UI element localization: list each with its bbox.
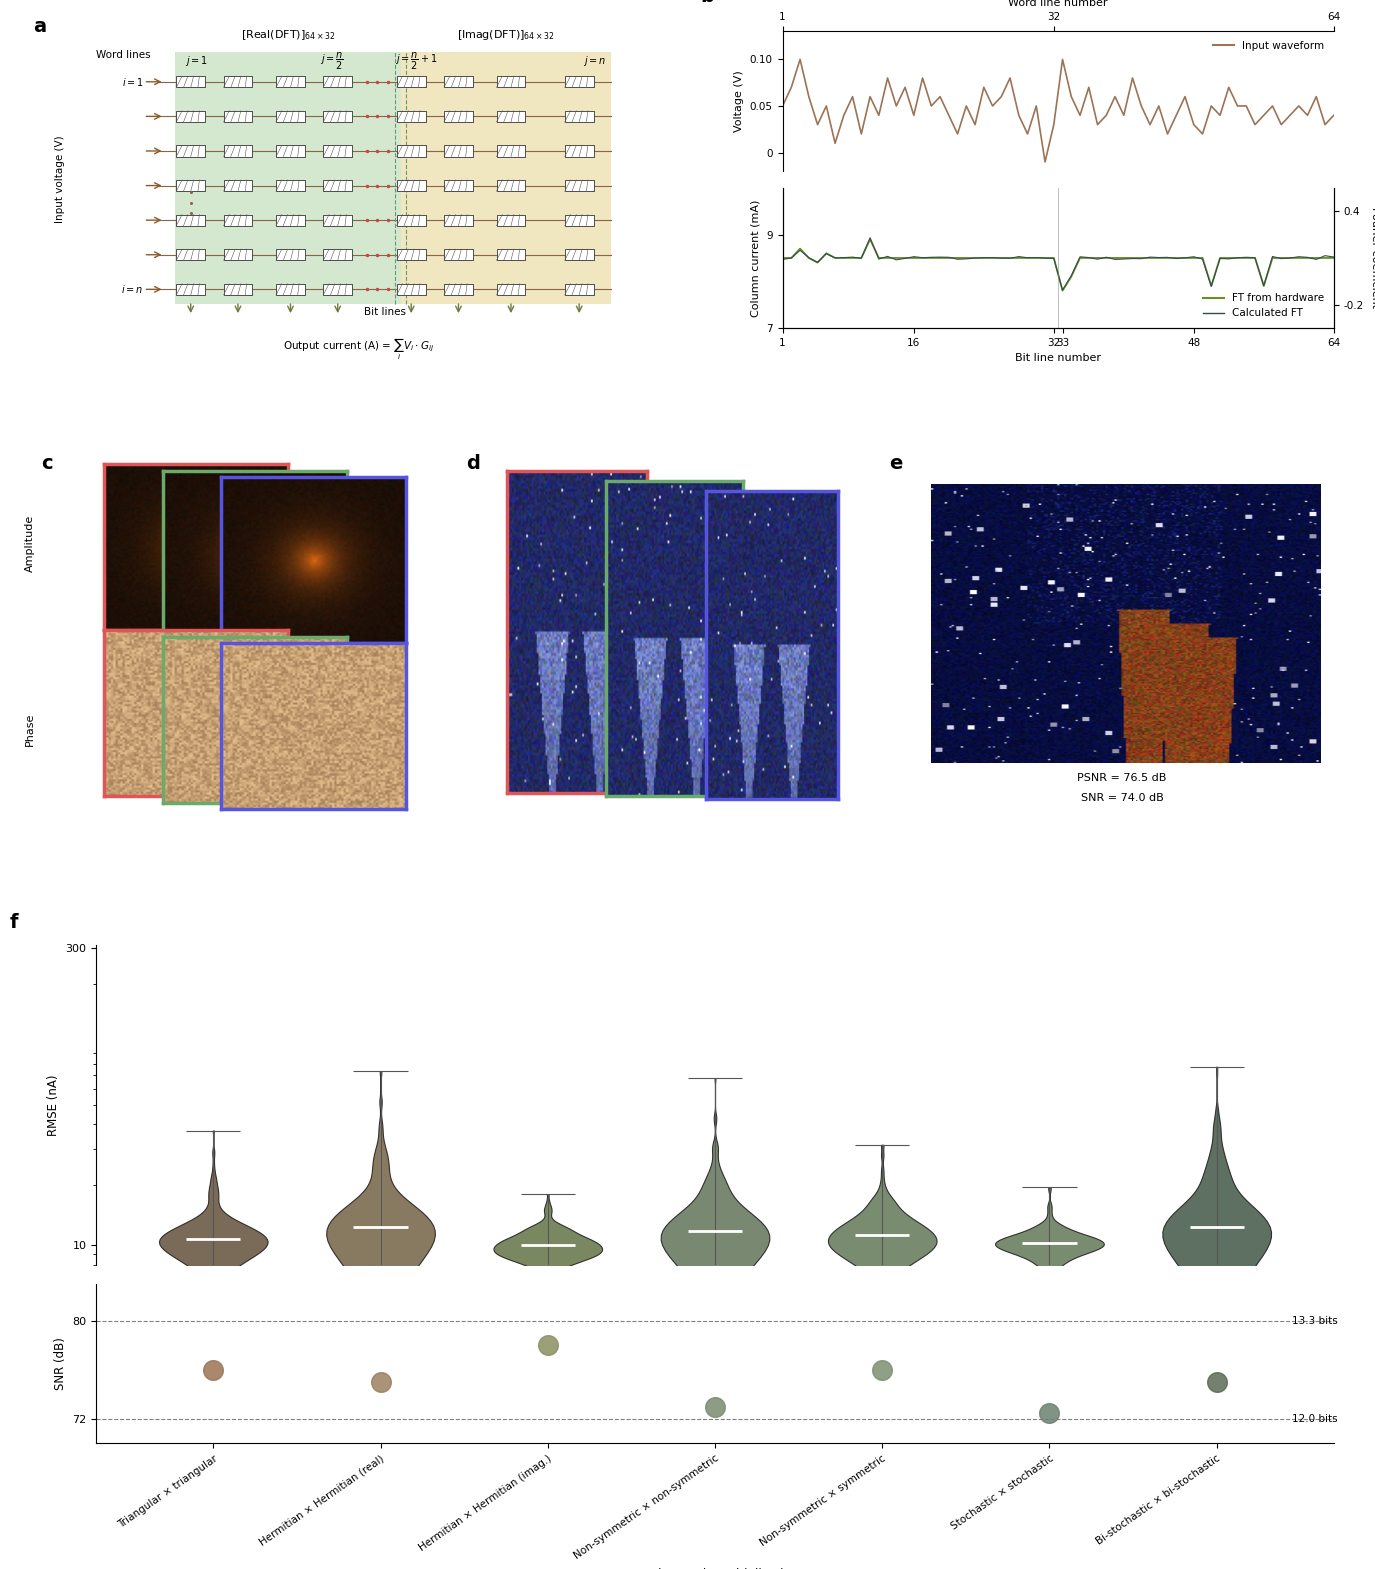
- Bar: [444, 146, 473, 157]
- Text: $j = \dfrac{n}{2}$: $j = \dfrac{n}{2}$: [320, 50, 345, 72]
- Bar: [224, 249, 253, 260]
- Bar: [496, 215, 525, 226]
- Text: $j = \dfrac{n}{2}+1$: $j = \dfrac{n}{2}+1$: [395, 50, 437, 72]
- Legend: FT from hardware, Calculated FT: FT from hardware, Calculated FT: [1199, 289, 1328, 323]
- Bar: [276, 111, 305, 122]
- Text: $i = 1$: $i = 1$: [121, 75, 143, 88]
- Bar: [224, 284, 253, 295]
- Bar: [276, 215, 305, 226]
- Point: [1206, 1370, 1228, 1395]
- Bar: [176, 111, 205, 122]
- Text: Input voltage (V): Input voltage (V): [55, 137, 65, 223]
- Bar: [175, 52, 400, 304]
- Bar: [496, 77, 525, 88]
- Bar: [224, 111, 253, 122]
- Bar: [444, 111, 473, 122]
- Bar: [397, 77, 426, 88]
- Text: Bit lines: Bit lines: [364, 306, 406, 317]
- Bar: [444, 249, 473, 260]
- Bar: [496, 180, 525, 191]
- Bar: [224, 77, 253, 88]
- Bar: [224, 215, 253, 226]
- Text: 13.3 bits: 13.3 bits: [1292, 1316, 1338, 1326]
- Bar: [565, 215, 594, 226]
- Bar: [496, 249, 525, 260]
- Text: SNR = 74.0 dB: SNR = 74.0 dB: [1081, 792, 1163, 803]
- Y-axis label: RMSE (nA): RMSE (nA): [47, 1075, 60, 1136]
- Bar: [276, 249, 305, 260]
- Point: [1038, 1400, 1060, 1425]
- Bar: [176, 77, 205, 88]
- Bar: [176, 284, 205, 295]
- Bar: [444, 284, 473, 295]
- Bar: [444, 180, 473, 191]
- Text: PSNR = 76.5 dB: PSNR = 76.5 dB: [1077, 774, 1166, 783]
- Bar: [565, 284, 594, 295]
- Bar: [224, 146, 253, 157]
- Bar: [323, 77, 352, 88]
- Text: f: f: [10, 913, 18, 932]
- Y-axis label: SNR (dB): SNR (dB): [54, 1337, 67, 1390]
- Point: [872, 1357, 894, 1382]
- Point: [536, 1332, 558, 1357]
- Bar: [224, 180, 253, 191]
- Text: 12.0 bits: 12.0 bits: [1292, 1414, 1338, 1425]
- Text: Word lines: Word lines: [96, 50, 151, 60]
- Bar: [397, 111, 426, 122]
- Bar: [176, 215, 205, 226]
- Text: Output current (A) = $\sum_i V_i \cdot G_{ij}$: Output current (A) = $\sum_i V_i \cdot G…: [283, 337, 434, 362]
- Text: c: c: [41, 453, 52, 472]
- Bar: [565, 146, 594, 157]
- Point: [704, 1395, 726, 1420]
- Bar: [323, 215, 352, 226]
- Bar: [323, 180, 352, 191]
- Bar: [176, 249, 205, 260]
- Text: $j = 1$: $j = 1$: [186, 53, 209, 67]
- Bar: [276, 146, 305, 157]
- Bar: [397, 146, 426, 157]
- Bar: [444, 215, 473, 226]
- Bar: [176, 180, 205, 191]
- Bar: [276, 180, 305, 191]
- Bar: [444, 77, 473, 88]
- Bar: [276, 77, 305, 88]
- X-axis label: Bit line number: Bit line number: [1015, 353, 1101, 362]
- Text: Amplitude: Amplitude: [25, 515, 34, 573]
- Text: $[\mathrm{Real(DFT)}]_{64 \times 32}$: $[\mathrm{Real(DFT)}]_{64 \times 32}$: [241, 28, 336, 42]
- Y-axis label: Fourier coefficient: Fourier coefficient: [1371, 207, 1375, 309]
- Bar: [176, 146, 205, 157]
- Bar: [565, 180, 594, 191]
- Y-axis label: Voltage (V): Voltage (V): [734, 71, 744, 132]
- Bar: [323, 111, 352, 122]
- Y-axis label: Column current (mA): Column current (mA): [751, 199, 760, 317]
- Bar: [397, 215, 426, 226]
- Bar: [400, 52, 610, 304]
- Text: a: a: [33, 17, 47, 36]
- Text: $i = n$: $i = n$: [121, 284, 143, 295]
- Bar: [323, 146, 352, 157]
- Text: $j = n$: $j = n$: [583, 53, 606, 67]
- Bar: [276, 284, 305, 295]
- X-axis label: Word line number: Word line number: [1008, 0, 1108, 8]
- Bar: [397, 180, 426, 191]
- Text: b: b: [700, 0, 714, 6]
- Text: d: d: [466, 453, 480, 472]
- Bar: [565, 111, 594, 122]
- Point: [202, 1357, 224, 1382]
- Text: Phase: Phase: [25, 712, 34, 747]
- Bar: [496, 146, 525, 157]
- Bar: [565, 77, 594, 88]
- Bar: [323, 249, 352, 260]
- Legend: Input waveform: Input waveform: [1209, 36, 1328, 55]
- Point: [370, 1370, 392, 1395]
- Bar: [496, 111, 525, 122]
- Text: $[\mathrm{Imag(DFT)}]_{64 \times 32}$: $[\mathrm{Imag(DFT)}]_{64 \times 32}$: [456, 28, 554, 42]
- Bar: [496, 284, 525, 295]
- Bar: [397, 249, 426, 260]
- Bar: [565, 249, 594, 260]
- Text: e: e: [890, 453, 902, 472]
- Bar: [397, 284, 426, 295]
- Bar: [323, 284, 352, 295]
